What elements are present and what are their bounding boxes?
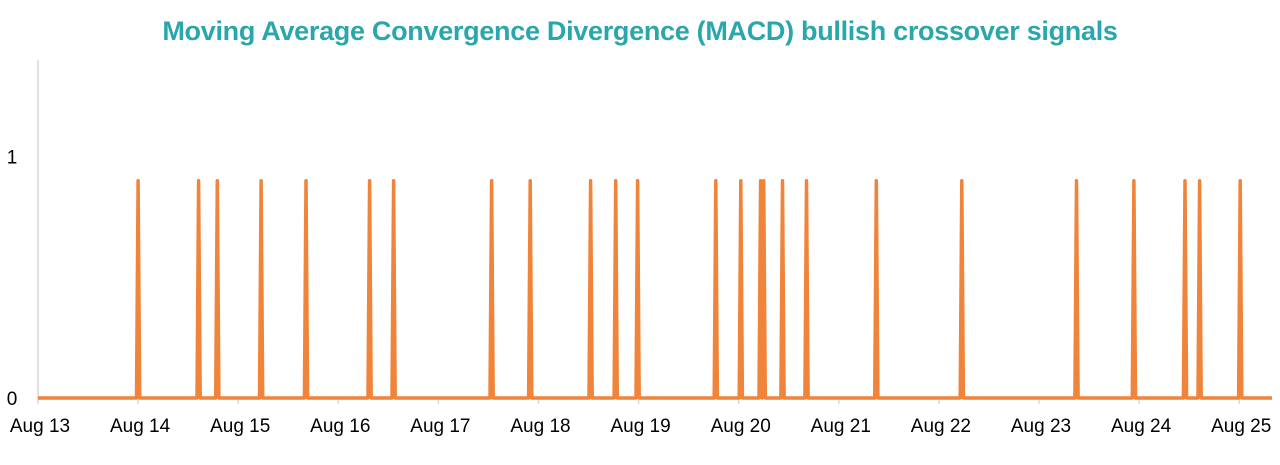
- x-tick-labels: Aug 13 Aug 14 Aug 15 Aug 16 Aug 17 Aug 18 Aug …: [10, 416, 1271, 437]
- x-tick-label: Aug 14: [110, 416, 171, 437]
- chart-title: Moving Average Convergence Divergence (M…: [162, 16, 1118, 46]
- x-tick-label: Aug 25: [1211, 416, 1271, 437]
- x-tick-label: Aug 16: [310, 416, 370, 437]
- signal-series-line: [38, 178, 1272, 400]
- signal-points: [137, 180, 1242, 398]
- x-tick-label: Aug 13: [10, 416, 70, 437]
- y-tick-label: 0: [7, 389, 18, 410]
- x-tick-label: Aug 21: [811, 416, 871, 437]
- x-tick-label: Aug 24: [1111, 416, 1172, 437]
- x-tick-label: Aug 18: [510, 416, 570, 437]
- x-tick-label: Aug 23: [1011, 416, 1071, 437]
- x-tick-label: Aug 22: [911, 416, 971, 437]
- y-tick-label: 1: [7, 148, 18, 169]
- x-tick-label: Aug 19: [610, 416, 670, 437]
- x-tick-label: Aug 17: [410, 416, 470, 437]
- x-tick-label: Aug 15: [210, 416, 270, 437]
- y-tick-labels: 01: [7, 148, 18, 410]
- x-tick-label: Aug 20: [711, 416, 771, 437]
